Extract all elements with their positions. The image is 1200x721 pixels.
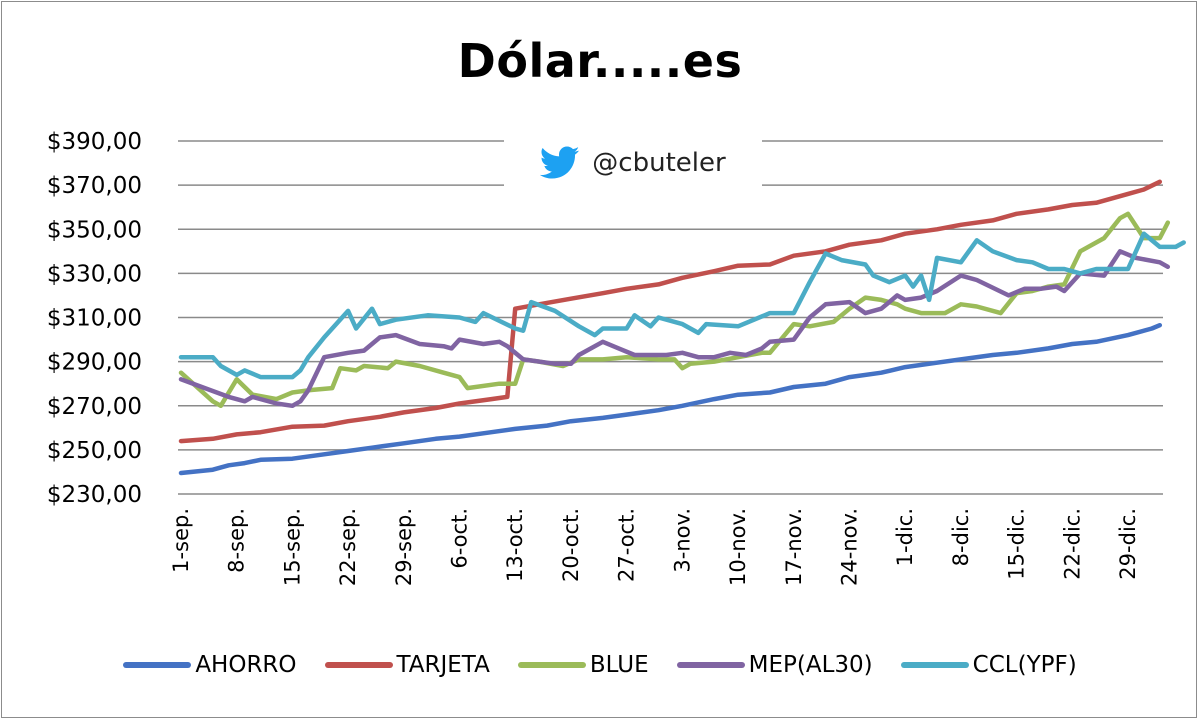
series-line-blue — [178, 211, 1171, 409]
legend-item-tarjeta: TARJETA — [324, 652, 490, 678]
watermark-handle: @cbuteler — [592, 148, 726, 178]
x-tick-label: 3-nov. — [670, 508, 694, 573]
legend-swatch-blue — [517, 662, 586, 668]
legend-item-ccl: CCL(YPF) — [900, 652, 1077, 678]
legend-swatch-ahorro — [123, 662, 192, 668]
series-line-mepal30 — [178, 249, 1171, 409]
series-line-tarjeta — [178, 179, 1163, 444]
x-tick-label: 10-nov. — [726, 508, 750, 586]
watermark: @cbuteler — [504, 140, 762, 186]
y-tick-label: $350,00 — [47, 217, 142, 243]
legend-label: TARJETA — [396, 652, 490, 678]
legend-item-mep: MEP(AL30) — [676, 652, 873, 678]
y-tick-label: $250,00 — [47, 438, 142, 464]
y-tick-label: $370,00 — [47, 173, 142, 199]
y-tick-label: $270,00 — [47, 394, 142, 420]
legend-label: MEP(AL30) — [748, 652, 873, 678]
x-tick-label: 15-dic. — [1005, 508, 1029, 580]
x-tick-label: 8-sep. — [225, 508, 249, 573]
y-tick-label: $310,00 — [47, 306, 142, 332]
x-tick-label: 15-sep. — [280, 508, 304, 586]
x-tick-label: 6-oct. — [448, 508, 472, 569]
legend-label: BLUE — [589, 652, 649, 678]
x-tick-label: 8-dic. — [949, 508, 973, 566]
x-tick-label: 24-nov. — [837, 508, 861, 586]
legend-swatch-ccl — [900, 662, 969, 668]
x-tick-label: 29-dic. — [1116, 508, 1140, 580]
chart-legend: AHORRO TARJETA BLUE MEP(AL30) CCL(YPF) — [0, 652, 1200, 678]
y-tick-label: $230,00 — [47, 482, 142, 508]
y-tick-label: $290,00 — [47, 350, 142, 376]
legend-item-blue: BLUE — [517, 652, 649, 678]
x-tick-label: 22-dic. — [1060, 508, 1084, 580]
y-tick-label: $390,00 — [47, 129, 142, 155]
x-tick-label: 1-dic. — [893, 508, 917, 566]
x-tick-label: 17-nov. — [782, 508, 806, 586]
twitter-bird-icon — [540, 146, 580, 179]
x-tick-label: 29-sep. — [392, 508, 416, 586]
legend-swatch-tarjeta — [324, 662, 393, 668]
y-tick-label: $330,00 — [47, 261, 142, 287]
series-line-ahorro — [178, 322, 1163, 476]
x-tick-label: 13-oct. — [503, 508, 527, 582]
legend-label: AHORRO — [195, 652, 297, 678]
legend-label: CCL(YPF) — [972, 652, 1077, 678]
x-tick-label: 1-sep. — [169, 508, 193, 573]
legend-swatch-mep — [676, 662, 745, 668]
x-tick-label: 27-oct. — [615, 508, 639, 582]
series-line-cclypf — [178, 231, 1186, 380]
x-tick-label: 20-oct. — [559, 508, 583, 582]
legend-item-ahorro: AHORRO — [123, 652, 297, 678]
x-tick-label: 22-sep. — [336, 508, 360, 586]
chart-title: Dólar.....es — [457, 34, 743, 88]
